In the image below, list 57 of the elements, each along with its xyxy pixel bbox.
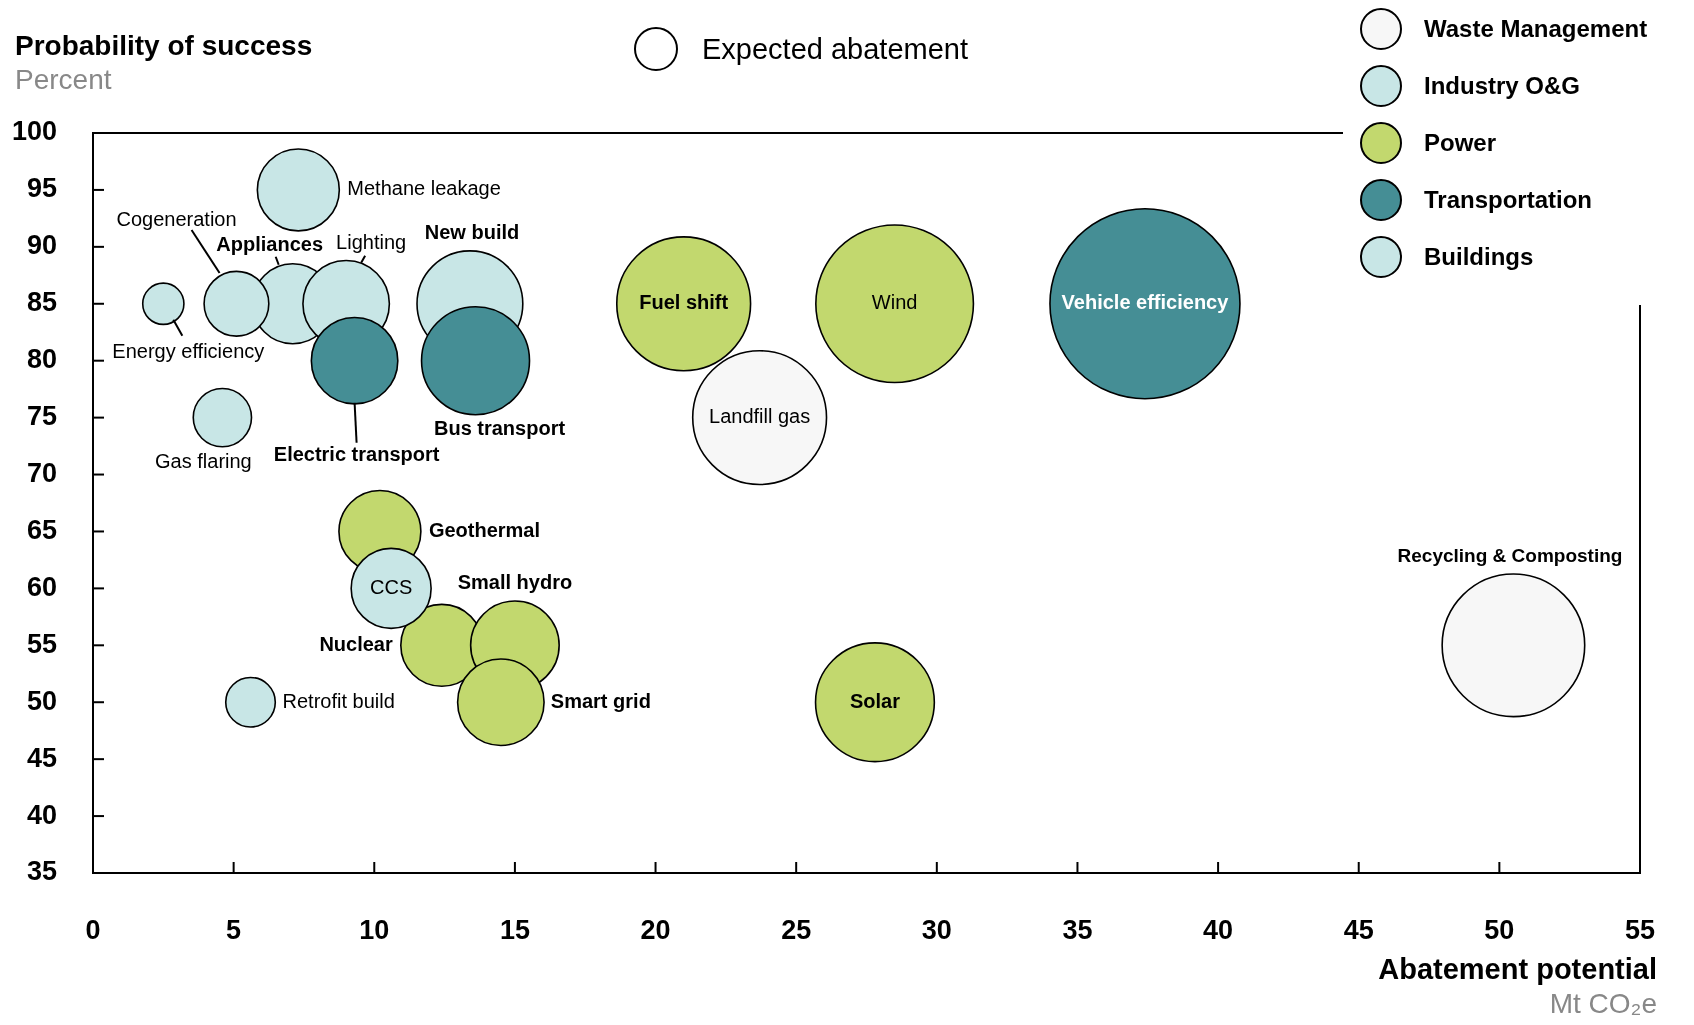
x-tick-label: 15 <box>499 914 530 945</box>
legend-label: Waste Management <box>1424 15 1648 43</box>
y-axis-title: Probability of success <box>15 30 313 61</box>
annotation: Methane leakage <box>347 177 501 200</box>
annotation: Landfill gas <box>709 405 811 428</box>
legend-label: Industry O&G <box>1424 72 1581 100</box>
legend-label: Buildings <box>1424 243 1534 271</box>
annotation: Appliances <box>216 233 324 256</box>
x-axis-title: Abatement potential <box>1378 953 1657 985</box>
x-tick-label: 0 <box>85 914 101 945</box>
legend-label: Transportation <box>1424 186 1593 214</box>
text: Expected abatement <box>702 33 969 65</box>
y-tick-label: 90 <box>26 230 57 261</box>
x-tick-label: 35 <box>1062 914 1093 945</box>
y-tick-label: 100 <box>11 116 57 147</box>
y-tick-label: 50 <box>26 685 57 716</box>
annotation: Nuclear <box>319 632 393 655</box>
text: Percent <box>15 64 112 95</box>
annotation: Recycling & Composting <box>1397 545 1623 567</box>
x-tick-label: 10 <box>359 914 390 945</box>
y-tick-label: 80 <box>26 344 57 375</box>
annotation: CCS <box>370 575 413 598</box>
annotation: Lighting <box>336 231 407 254</box>
x-tick-label: 45 <box>1343 914 1374 945</box>
y-tick-label: 35 <box>26 856 57 887</box>
annotation: Geothermal <box>428 518 541 541</box>
text: Mt CO₂e <box>1549 988 1657 1019</box>
x-tick-label: 50 <box>1484 914 1515 945</box>
y-tick-label: 40 <box>26 799 57 830</box>
y-tick-label: 55 <box>26 628 57 659</box>
legend-label: Power <box>1424 129 1497 157</box>
x-tick-label: 5 <box>226 914 242 945</box>
x-tick-label: 30 <box>921 914 952 945</box>
annotation: New build <box>424 220 520 243</box>
x-tick-label: 40 <box>1203 914 1234 945</box>
x-tick-label: 25 <box>781 914 812 945</box>
y-tick-label: 75 <box>26 401 57 432</box>
x-tick-label: 20 <box>640 914 671 945</box>
y-tick-label: 70 <box>26 457 57 488</box>
annotation: Electric transport <box>273 443 440 466</box>
annotation: Smart grid <box>550 689 651 712</box>
y-tick-label: 65 <box>26 514 57 545</box>
annotation: Energy efficiency <box>112 340 265 363</box>
annotation: Fuel shift <box>639 291 729 314</box>
annotation: Gas flaring <box>155 450 252 473</box>
y-tick-label: 45 <box>26 742 57 773</box>
y-tick-label: 95 <box>26 173 57 204</box>
y-tick-label: 85 <box>26 287 57 318</box>
annotation: Cogeneration <box>116 207 237 230</box>
annotation: Bus transport <box>433 417 566 440</box>
annotation: Small hydro <box>457 570 573 593</box>
annotation: Solar <box>849 689 901 712</box>
annotation: Retrofit build <box>282 689 395 712</box>
annotation: Wind <box>871 291 918 314</box>
y-tick-label: 60 <box>26 571 57 602</box>
annotation: Vehicle efficiency <box>1061 291 1230 314</box>
x-tick-label: 55 <box>1624 914 1656 945</box>
